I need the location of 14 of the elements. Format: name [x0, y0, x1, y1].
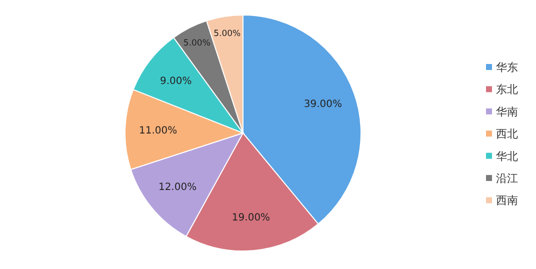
data-label: 39.00% [304, 99, 342, 110]
legend-label: 西南 [496, 194, 518, 208]
data-label: 5.00% [214, 28, 241, 39]
legend-label: 华东 [496, 61, 518, 74]
data-label: 11.00% [139, 125, 178, 136]
legend-label: 东北 [496, 83, 518, 96]
data-label: 9.00% [160, 76, 192, 87]
legend-label: 华南 [496, 105, 518, 118]
data-label: 19.00% [232, 212, 270, 224]
legend-label: 西北 [496, 128, 518, 141]
data-label: 5.00% [183, 38, 210, 49]
legend-label: 沿江 [496, 172, 518, 185]
legend-label: 华北 [496, 150, 518, 163]
data-label: 12.00% [158, 182, 197, 194]
